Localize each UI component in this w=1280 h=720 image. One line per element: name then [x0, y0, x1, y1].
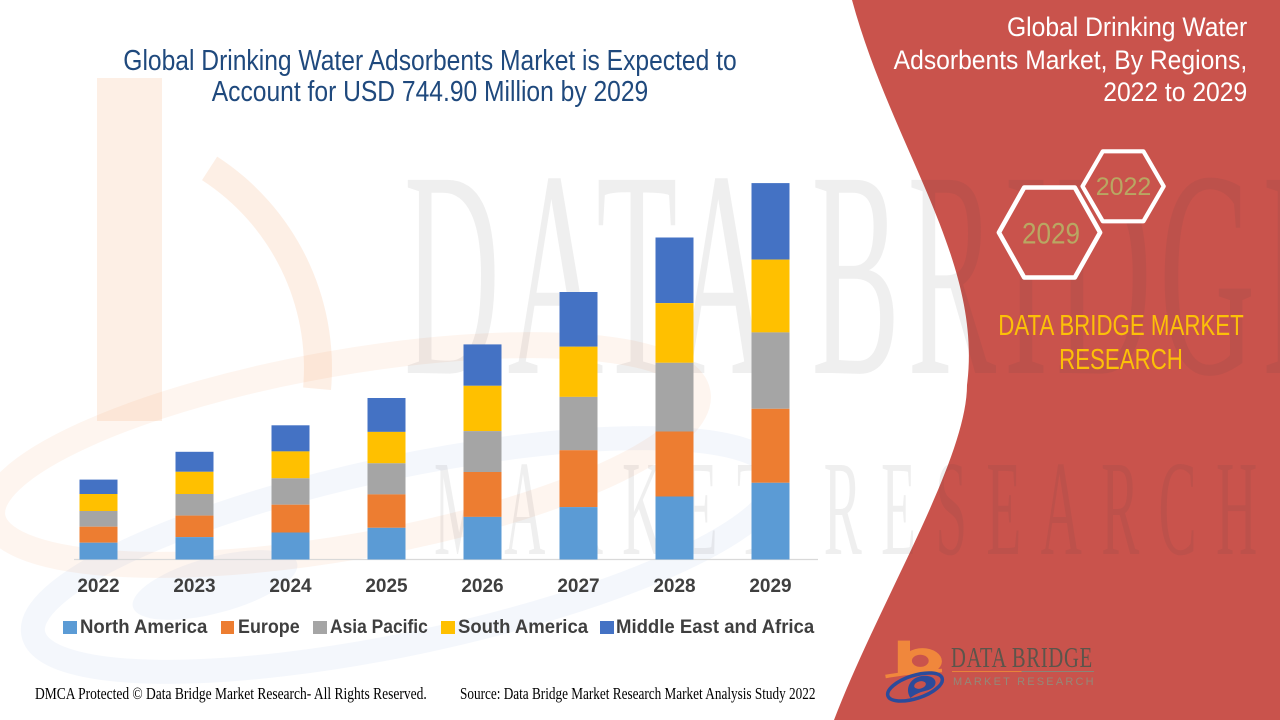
- svg-text:2029: 2029: [1022, 218, 1080, 251]
- svg-text:2022: 2022: [1096, 173, 1152, 201]
